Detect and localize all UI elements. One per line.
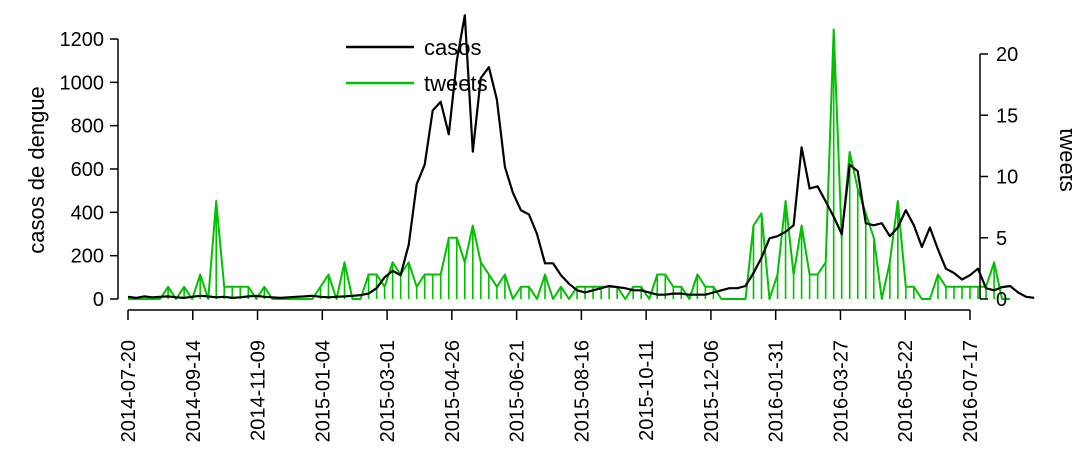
x-tick-label: 2016-05-22	[895, 340, 917, 442]
x-tick-label: 2015-06-21	[507, 340, 529, 442]
x-tick-label: 2015-10-11	[636, 340, 658, 441]
x-tick-label: 2016-01-31	[766, 340, 788, 442]
y-tick-label-left: 400	[71, 202, 104, 224]
x-tick-label: 2016-07-17	[960, 340, 982, 442]
tweets-series	[128, 28, 1011, 300]
x-tick-label: 2015-01-04	[312, 340, 334, 442]
x-tick-label: 2015-03-01	[377, 340, 399, 442]
y-tick-label-left: 800	[71, 116, 104, 138]
y-tick-label-left: 200	[71, 246, 104, 268]
y-tick-label-right: 5	[996, 228, 1007, 250]
y-tick-label-left: 600	[71, 159, 104, 181]
y-tick-label-right: 0	[996, 289, 1007, 311]
casos-line	[127, 14, 1035, 299]
y-axis-title-right: tweets	[1055, 128, 1072, 192]
x-tick-label: 2014-07-20	[118, 340, 140, 442]
y-tick-label-right: 20	[996, 44, 1018, 66]
x-tick-label: 2015-04-26	[442, 340, 464, 442]
x-tick-label: 2016-03-27	[830, 340, 852, 442]
y-axis-title-left: casos de dengue	[24, 86, 49, 254]
axes: 0 200 400 600 800 1000 1200 0 5 10 15 20 2014-07-20 2…	[60, 29, 1019, 442]
tweets-line	[128, 28, 1011, 300]
y-tick-label-left: 0	[93, 289, 104, 311]
y-tick-label-right: 10	[996, 167, 1018, 189]
y-tick-label-left: 1200	[60, 29, 105, 51]
legend-label-tweets: tweets	[424, 71, 488, 96]
casos-series	[127, 14, 1035, 299]
y-tick-label-right: 15	[996, 105, 1018, 127]
x-tick-label: 2014-09-14	[183, 340, 205, 442]
x-tick-label: 2014-11-09	[248, 340, 270, 441]
legend: casos tweets	[346, 35, 488, 96]
x-tick-label: 2015-08-16	[571, 340, 593, 442]
y-tick-label-left: 1000	[60, 72, 105, 94]
x-tick-label: 2015-12-06	[701, 340, 723, 442]
legend-label-casos: casos	[424, 35, 481, 60]
